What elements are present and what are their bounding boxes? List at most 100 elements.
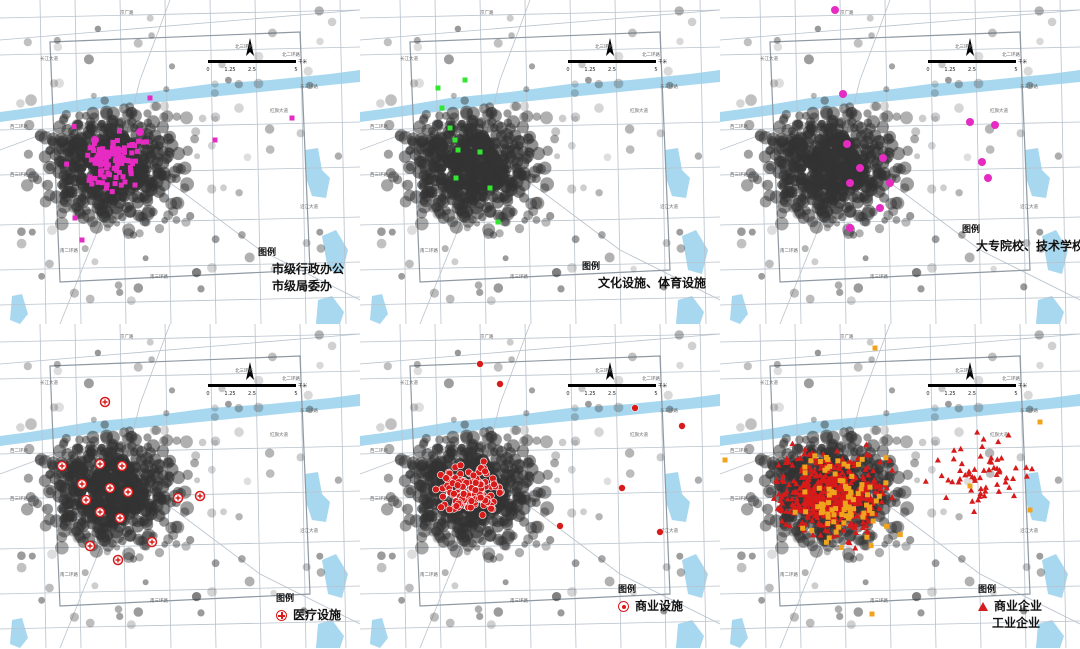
square-marker-icon <box>258 283 266 291</box>
density-blob <box>128 516 139 527</box>
density-blob <box>625 469 635 478</box>
poi-marker <box>841 507 847 513</box>
density-blob <box>99 471 111 483</box>
poi-marker <box>793 480 800 487</box>
density-blob <box>488 192 499 203</box>
poi-marker <box>104 164 110 170</box>
poi-marker <box>112 181 118 187</box>
scale-bar-segment <box>568 384 612 387</box>
density-blob <box>885 197 898 210</box>
density-blob <box>163 130 176 144</box>
legend-label: 医疗设施 <box>293 608 342 622</box>
density-blob <box>180 111 193 125</box>
density-blob <box>234 427 244 437</box>
density-blob <box>823 224 831 232</box>
scale-bar-segment <box>568 60 612 63</box>
poi-marker <box>780 478 787 485</box>
density-blob <box>863 433 872 442</box>
legend-label: 大专院校、技术学校 <box>976 239 1080 253</box>
cross-markers <box>56 396 206 566</box>
density-blob <box>466 430 480 445</box>
density-blob <box>122 432 135 445</box>
legend: 图例 医疗设施 <box>276 591 341 624</box>
density-blob <box>441 111 450 120</box>
density-blob <box>901 541 911 551</box>
poi-marker <box>775 490 782 497</box>
density-blob <box>114 281 123 290</box>
density-blob <box>161 110 174 123</box>
road-label: 南三环路 <box>870 273 888 280</box>
density-blob <box>126 296 136 305</box>
density-blob <box>191 591 202 602</box>
density-blob <box>61 433 71 444</box>
poi-marker <box>966 118 974 126</box>
poi-marker <box>79 481 85 487</box>
scale-bar-segment <box>972 384 1016 387</box>
density-blob <box>604 576 615 587</box>
density-blob <box>164 147 174 156</box>
density-blob <box>53 366 63 376</box>
density-blob <box>314 330 324 340</box>
poi-marker <box>104 149 110 155</box>
density-blob <box>571 404 579 412</box>
density-blob <box>745 492 756 503</box>
poi-marker <box>850 459 857 466</box>
density-blob <box>105 130 113 139</box>
density-blob <box>781 124 794 137</box>
scale-tick-label: 5 <box>1014 391 1017 397</box>
density-blob <box>32 499 43 509</box>
density-blob <box>784 151 796 163</box>
density-blob <box>17 551 26 560</box>
density-blob <box>106 430 120 445</box>
poi-marker <box>450 489 458 498</box>
density-blob <box>135 535 146 546</box>
density-blob <box>868 32 875 39</box>
density-blob <box>75 111 84 120</box>
scale-bar-segment <box>928 60 972 63</box>
density-blob <box>489 555 498 563</box>
scale-tick-label: 5 <box>654 67 657 73</box>
density-blob <box>172 216 181 224</box>
road <box>699 324 707 648</box>
density-blob <box>519 193 529 203</box>
density-blob <box>180 177 195 192</box>
density-blob <box>571 559 580 568</box>
density-blob <box>493 38 503 48</box>
scale-bar-segment <box>612 384 656 387</box>
poi-marker <box>971 508 978 515</box>
poi-marker <box>867 504 873 510</box>
density-blob <box>306 81 314 90</box>
road-label: 东三环路 <box>660 83 678 90</box>
density-blob <box>509 207 518 217</box>
density-blob <box>181 541 191 551</box>
poi-marker <box>114 146 122 154</box>
density-blob <box>973 375 984 386</box>
map-panel-commerce: 0 1.25 2.5 5 千米 北三环路 北二环路 红旗大道 东三环路 南三环路 南二环路 长江大道西… <box>360 324 720 648</box>
poi-marker <box>889 467 896 473</box>
poi-marker <box>442 474 450 482</box>
density-blob <box>79 520 89 529</box>
scale-unit-label: 千米 <box>658 382 667 389</box>
poi-marker <box>1023 464 1030 470</box>
poi-marker <box>126 143 132 149</box>
density-blob <box>300 607 308 615</box>
road <box>254 0 262 324</box>
density-blob <box>758 596 765 604</box>
legend-item: 商业企业 <box>978 598 1042 615</box>
density-blob <box>542 469 553 480</box>
density-blob <box>91 258 99 266</box>
poi-marker <box>462 77 468 83</box>
density-blob <box>630 589 637 597</box>
poi-marker <box>984 174 992 182</box>
poi-marker <box>883 484 890 491</box>
density-blob <box>468 155 478 166</box>
density-blob <box>760 505 767 512</box>
road-label: 西三环路 <box>370 171 388 178</box>
poi-marker <box>807 466 814 473</box>
road-label: 长江大道 <box>400 379 418 386</box>
density-blob <box>116 612 124 620</box>
poi-marker <box>971 466 978 472</box>
density-blob <box>551 127 561 137</box>
density-blob <box>265 145 275 154</box>
density-blob <box>855 229 864 238</box>
